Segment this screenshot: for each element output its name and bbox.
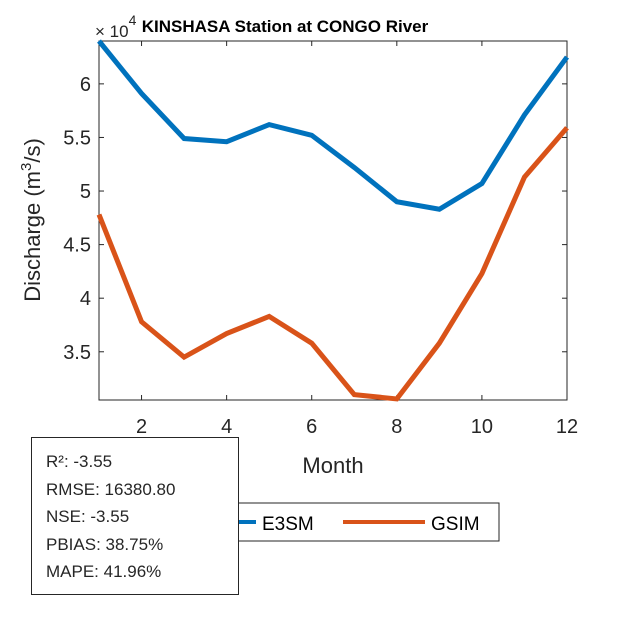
- y-tick-label: 4: [80, 288, 91, 310]
- stat-rmse: RMSE: 16380.80: [46, 479, 176, 499]
- y-exponent-label: × 104: [95, 12, 137, 41]
- series-line-gsim: [96, 126, 569, 402]
- x-axis-label: Month: [302, 453, 363, 478]
- series-line-e3sm: [97, 39, 570, 212]
- legend: E3SM GSIM: [215, 502, 500, 542]
- y-tick-label: 5.5: [63, 127, 91, 149]
- legend-label-e3sm: E3SM: [262, 514, 314, 535]
- stat-pbias: PBIAS: 38.75%: [46, 534, 164, 554]
- stat-mape: MAPE: 41.96%: [46, 562, 162, 581]
- legend-label-gsim: GSIM: [431, 514, 480, 535]
- x-tick-label: 6: [306, 416, 317, 438]
- stat-r2: R²: -3.55: [46, 452, 113, 471]
- y-tick-label: 6: [80, 74, 91, 96]
- stats-box: R²: -3.55 RMSE: 16380.80 NSE: -3.55 PBIA…: [31, 437, 239, 595]
- x-tick-label: 2: [136, 416, 147, 438]
- x-tick-label: 4: [221, 416, 232, 438]
- y-axis-label: Discharge (m3/s): [18, 138, 45, 302]
- x-tick-label: 8: [391, 416, 402, 438]
- stat-nse: NSE: -3.55: [46, 507, 130, 526]
- x-tick-label: 12: [556, 416, 578, 438]
- plot-area: [98, 40, 568, 401]
- y-tick-label: 4.5: [63, 235, 91, 257]
- x-tick-label: 10: [471, 416, 493, 438]
- chart-title: KINSHASA Station at CONGO River: [142, 17, 429, 36]
- y-tick-label: 3.5: [63, 342, 91, 364]
- y-tick-label: 5: [80, 181, 91, 203]
